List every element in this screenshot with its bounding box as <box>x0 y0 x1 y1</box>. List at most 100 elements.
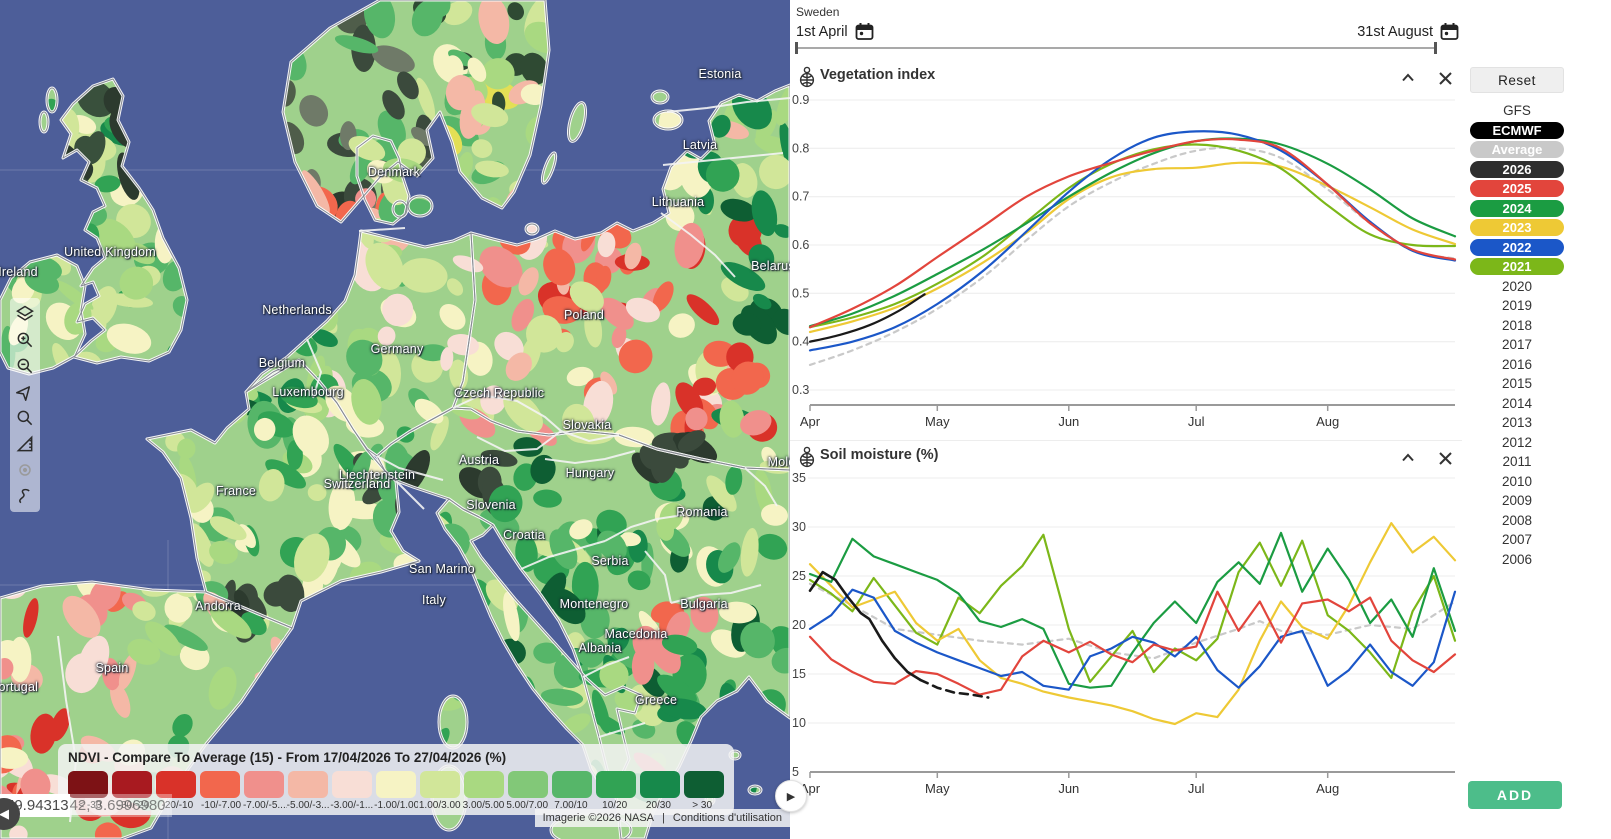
europe-ndvi-map[interactable] <box>0 0 790 839</box>
draw-path-icon[interactable] <box>12 483 38 509</box>
start-date-picker[interactable]: 1st April <box>796 22 874 41</box>
slider-handle-end[interactable] <box>1434 42 1437 54</box>
calendar-icon[interactable] <box>1440 22 1459 41</box>
svg-text:0.3: 0.3 <box>792 383 809 397</box>
ndvi-legend-title: NDVI - Compare To Average (15) - From 17… <box>68 750 507 765</box>
globe-pin-icon <box>798 446 816 473</box>
ndvi-swatch <box>332 771 372 798</box>
legend-item-2016[interactable]: 2016 <box>1470 355 1564 375</box>
legend-item-label: 2025 <box>1470 180 1564 198</box>
legend-item-label: 2013 <box>1501 415 1533 431</box>
close-soil-button[interactable] <box>1435 448 1455 468</box>
legend-item-2015[interactable]: 2015 <box>1470 374 1564 394</box>
legend-item-2007[interactable]: 2007 <box>1470 530 1564 550</box>
country-label-estonia: Estonia <box>698 67 742 81</box>
legend-item-2018[interactable]: 2018 <box>1470 316 1564 336</box>
svg-text:20: 20 <box>792 618 806 632</box>
legend-item-2022[interactable]: 2022 <box>1470 238 1564 258</box>
legend-item-2017[interactable]: 2017 <box>1470 335 1564 355</box>
legend-item-2010[interactable]: 2010 <box>1470 472 1564 492</box>
ndvi-swatch-label: -7.00/-5.... <box>242 800 287 811</box>
legend-item-2011[interactable]: 2011 <box>1470 452 1564 472</box>
legend-item-2025[interactable]: 2025 <box>1470 179 1564 199</box>
legend-item-label: 2017 <box>1501 337 1533 353</box>
ndvi-swatch <box>288 771 328 798</box>
ndvi-swatch-label: > 30 <box>692 800 713 811</box>
date-range-slider[interactable] <box>795 42 1437 54</box>
legend-item-2026[interactable]: 2026 <box>1470 160 1564 180</box>
collapse-legend-button[interactable]: ◀ <box>0 798 20 830</box>
vegetation-index-chart[interactable]: 0.9 0.8 0.7 0.6 0.5 0.4 0.3 Apr May Jun Jul Aug <box>790 92 1462 432</box>
search-icon[interactable] <box>12 405 38 431</box>
locate-icon[interactable] <box>12 457 38 483</box>
legend-item-2023[interactable]: 2023 <box>1470 218 1564 238</box>
right-sidebar: Reset GFS ECMWF Average 2026 2025 2024 2023 202… <box>1462 0 1611 839</box>
collapse-soil-button[interactable] <box>1398 448 1418 468</box>
expand-map-button[interactable]: ▶ <box>775 780 807 812</box>
legend-item-ecmwf[interactable]: ECMWF <box>1470 121 1564 141</box>
country-label-belgium: Belgium <box>258 356 306 370</box>
ndvi-swatch-label: -30/-20 <box>117 800 150 811</box>
ndvi-swatch-label: -20/-10 <box>161 800 194 811</box>
close-icon <box>1438 451 1452 465</box>
legend-item-2006[interactable]: 2006 <box>1470 550 1564 570</box>
svg-text:25: 25 <box>792 569 806 583</box>
legend-item-2013[interactable]: 2013 <box>1470 413 1564 433</box>
legend-item-2009[interactable]: 2009 <box>1470 491 1564 511</box>
legend-item-label: 2020 <box>1501 278 1533 294</box>
ndvi-swatch <box>596 771 636 798</box>
layers-icon[interactable] <box>12 301 38 327</box>
legend-item-label: 2021 <box>1470 258 1564 276</box>
ndvi-swatch <box>112 771 152 798</box>
reset-button[interactable]: Reset <box>1470 67 1564 93</box>
end-date-picker[interactable]: 31st August <box>1357 22 1459 41</box>
legend-item-label: 2024 <box>1470 199 1564 217</box>
legend-item-label: 2016 <box>1501 356 1533 372</box>
svg-text:0.8: 0.8 <box>792 141 809 155</box>
charts-column: Sweden 1st April 31st August Vegetation … <box>775 0 1462 839</box>
map-pane[interactable]: Estonia Latvia Lithuania Belarus Denmark Unit… <box>0 0 790 839</box>
region-label: Sweden <box>796 5 840 19</box>
measure-icon[interactable] <box>12 431 38 457</box>
legend-item-2020[interactable]: 2020 <box>1470 277 1564 297</box>
legend-item-2012[interactable]: 2012 <box>1470 433 1564 453</box>
location-arrow-icon[interactable] <box>12 379 38 405</box>
globe-pin-icon <box>798 66 816 93</box>
country-label-croatia: Croatia <box>503 528 545 542</box>
collapse-vegetation-button[interactable] <box>1398 68 1418 88</box>
legend-item-2014[interactable]: 2014 <box>1470 394 1564 414</box>
attribution-terms[interactable]: Conditions d'utilisation <box>672 812 782 824</box>
map-toolbar <box>10 298 40 512</box>
legend-item-2021[interactable]: 2021 <box>1470 257 1564 277</box>
legend-item-2024[interactable]: 2024 <box>1470 199 1564 219</box>
play-right-icon: ▶ <box>786 790 796 803</box>
ndvi-swatch <box>156 771 196 798</box>
end-date-label: 31st August <box>1357 23 1433 40</box>
close-vegetation-button[interactable] <box>1435 68 1455 88</box>
zoom-in-icon[interactable] <box>12 327 38 353</box>
country-label-lithuania: Lithuania <box>651 195 705 209</box>
legend-item-label: 2014 <box>1501 395 1533 411</box>
country-label-switzerland: Switzerland <box>323 477 391 491</box>
calendar-icon[interactable] <box>855 22 874 41</box>
slider-track[interactable] <box>795 47 1437 49</box>
legend-item-2008[interactable]: 2008 <box>1470 511 1564 531</box>
legend-item-gfs[interactable]: GFS <box>1470 101 1564 121</box>
ndvi-swatch <box>552 771 592 798</box>
add-button[interactable]: ADD <box>1468 781 1562 809</box>
ndvi-swatch-label: < -30 <box>78 800 102 811</box>
legend-item-2019[interactable]: 2019 <box>1470 296 1564 316</box>
zoom-out-icon[interactable] <box>12 353 38 379</box>
series-2026 <box>808 293 926 343</box>
ndvi-swatch <box>508 771 548 798</box>
svg-text:0.7: 0.7 <box>792 190 809 204</box>
country-label-denmark: Denmark <box>367 165 421 179</box>
chevron-left-icon: ◀ <box>0 806 9 821</box>
map-attribution: Imagerie ©2026 NASA | Conditions d'utili… <box>534 809 790 827</box>
legend-item-average[interactable]: Average <box>1470 140 1564 160</box>
soil-panel-title: Soil moisture (%) <box>820 447 939 463</box>
country-label-netherlands: Netherlands <box>262 303 332 317</box>
slider-handle-start[interactable] <box>795 42 798 54</box>
country-label-hungary: Hungary <box>565 466 615 480</box>
